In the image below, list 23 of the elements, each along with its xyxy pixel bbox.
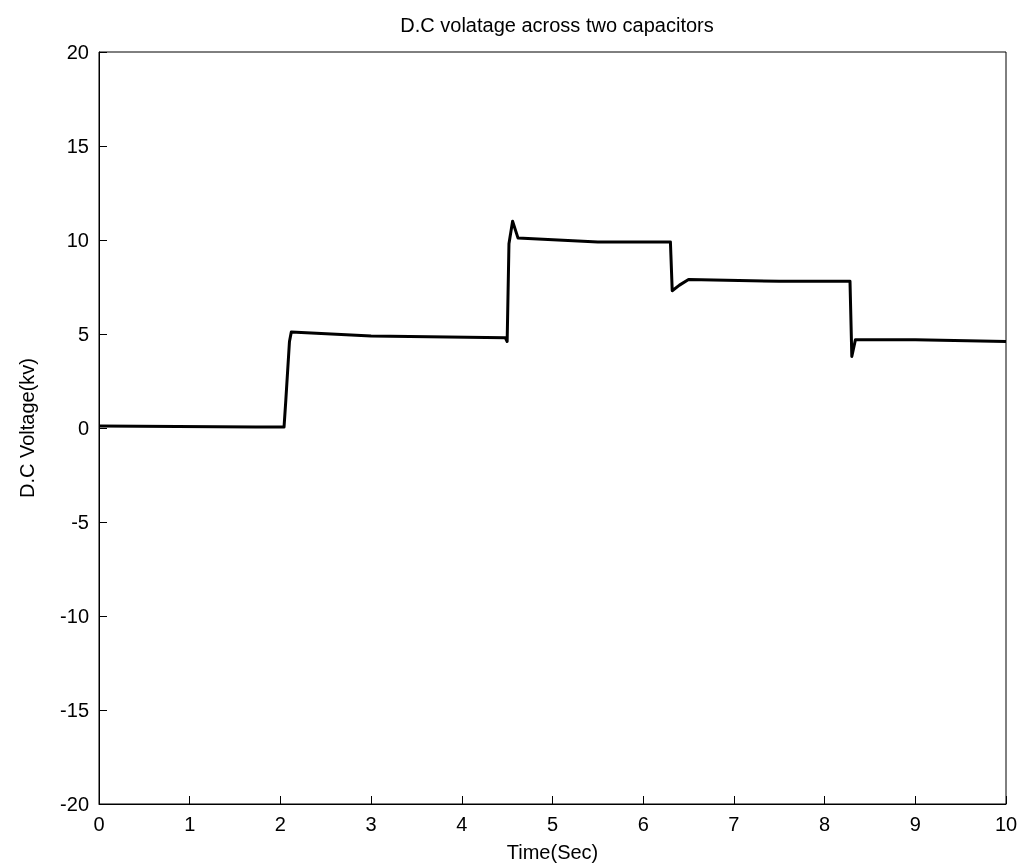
x-tick-label: 7 bbox=[728, 813, 740, 835]
y-tick-label: -5 bbox=[71, 511, 89, 533]
x-tick-label: 6 bbox=[637, 813, 649, 835]
y-tick-label: 20 bbox=[66, 41, 89, 63]
y-tick-label: -20 bbox=[60, 793, 89, 815]
x-tick-label: 1 bbox=[184, 813, 196, 835]
y-tick-label: -15 bbox=[60, 699, 89, 721]
y-tick-label: -10 bbox=[60, 605, 89, 627]
x-axis-title: Time(Sec) bbox=[506, 841, 599, 863]
x-tick-label: 8 bbox=[819, 813, 831, 835]
y-tick-label: 15 bbox=[66, 135, 89, 157]
x-tick-label: 0 bbox=[93, 813, 105, 835]
y-tick-label: 0 bbox=[77, 417, 89, 439]
x-tick-label: 10 bbox=[994, 813, 1018, 835]
y-tick-label: 10 bbox=[66, 229, 89, 251]
x-tick-label: 5 bbox=[546, 813, 559, 835]
y-tick-label: 5 bbox=[77, 323, 89, 345]
x-tick-label: 4 bbox=[456, 813, 468, 835]
x-tick-label: 3 bbox=[365, 813, 377, 835]
y-axis-title: D.C Voltage(kv) bbox=[16, 357, 38, 499]
x-tick-label: 2 bbox=[274, 813, 286, 835]
x-tick-label: 9 bbox=[909, 813, 921, 835]
chart-title: D.C volatage across two capacitors bbox=[400, 14, 714, 36]
